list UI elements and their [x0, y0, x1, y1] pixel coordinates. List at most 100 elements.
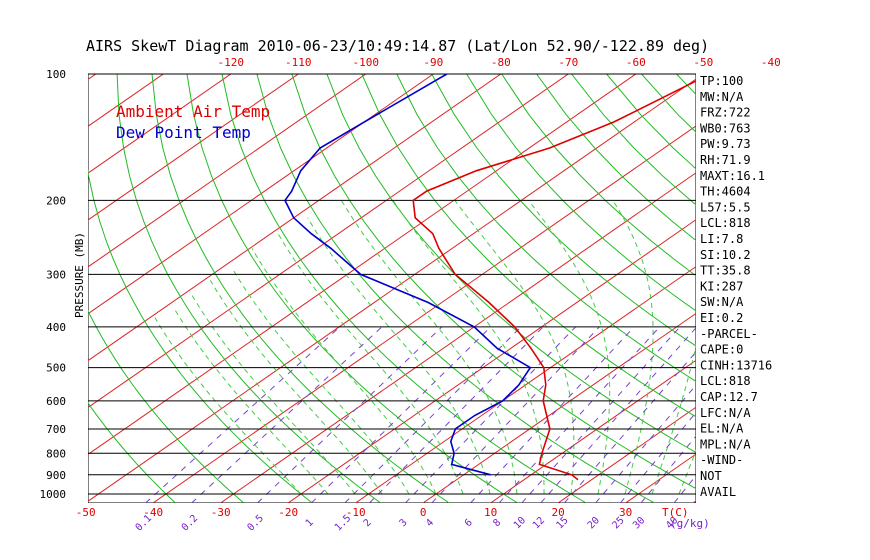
- sounding-index-text: SW:N/A: [700, 295, 744, 309]
- sounding-index-text: L57:5.5: [700, 200, 751, 214]
- dry-adiabat-line: [466, 74, 696, 312]
- top-temperature-tick-label: -50: [693, 56, 713, 69]
- dry-adiabat-line: [88, 402, 176, 503]
- legend-entry: Dew Point Temp: [116, 123, 251, 142]
- mixing-ratio-label: 2: [362, 517, 374, 529]
- dry-adiabat-line: [746, 74, 870, 503]
- dry-adiabat-line: [116, 74, 381, 503]
- top-temperature-tick-label: -40: [761, 56, 781, 69]
- top-temperature-tick-label: -90: [423, 56, 443, 69]
- pressure-tick-label: 100: [46, 68, 66, 81]
- moist-adiabat-line: [251, 248, 437, 495]
- dry-adiabat-line: [221, 74, 587, 503]
- mixing-ratio-line: [369, 326, 544, 503]
- top-temperature-tick-label: -80: [491, 56, 511, 69]
- sounding-index-text: LFC:N/A: [700, 406, 751, 420]
- legend-entry: Ambient Air Temp: [116, 102, 270, 121]
- mixing-ratio-line: [145, 326, 341, 503]
- sounding-index-text: CINH:13716: [700, 358, 772, 372]
- isotherm-line: [88, 74, 299, 221]
- sounding-index-text: LI:7.8: [700, 232, 743, 246]
- dry-adiabat-line: [501, 74, 696, 277]
- dry-adiabat-line: [396, 74, 696, 382]
- pressure-tick-label: 500: [46, 362, 66, 375]
- moist-adiabat-line: [307, 217, 491, 495]
- bottom-temperature-tick-label: -40: [143, 506, 163, 519]
- pressure-tick-label: 800: [46, 447, 66, 460]
- isotherm-line: [88, 74, 637, 456]
- dry-adiabat-line: [151, 74, 450, 503]
- moist-adiabat-line: [651, 343, 696, 495]
- moist-adiabat-line: [612, 200, 654, 495]
- dry-adiabat-line: [291, 74, 696, 490]
- isotherm-line: [0, 74, 28, 503]
- sounding-index-text: TH:4604: [700, 185, 751, 199]
- top-temperature-tick-label: -60: [626, 56, 646, 69]
- pressure-tick-label: 300: [46, 268, 66, 281]
- sounding-index-text: RH:71.9: [700, 153, 751, 167]
- mixing-ratio-label: 6: [463, 517, 475, 529]
- isotherm-line: [152, 125, 696, 503]
- moist-adiabat-line: [277, 233, 464, 495]
- top-temperature-tick-label: -70: [558, 56, 578, 69]
- dry-adiabat-line: [186, 74, 518, 503]
- isotherm-line: [557, 406, 696, 503]
- mixing-ratio-label: 30: [631, 515, 647, 531]
- bottom-temperature-tick-label: -30: [211, 506, 231, 519]
- sounding-index-text: MW:N/A: [700, 90, 744, 104]
- isotherm-line: [490, 359, 696, 503]
- mixing-ratio-label: 0.2: [180, 513, 201, 534]
- dry-adiabat-line: [88, 309, 245, 503]
- pressure-tick-label: 600: [46, 395, 66, 408]
- pressure-tick-label: 200: [46, 194, 66, 207]
- mixing-ratio-line: [431, 326, 600, 503]
- pressure-tick-label: 900: [46, 469, 66, 482]
- isotherm-line: [88, 74, 569, 409]
- ambient-air-temperature-line: [412, 80, 696, 481]
- moist-adiabat-line: [231, 267, 410, 495]
- sounding-index-text: -WIND-: [700, 453, 743, 467]
- mixing-ratio-label: 12: [531, 515, 547, 531]
- moist-adiabat-line: [173, 307, 329, 495]
- isotherm-line: [88, 74, 434, 315]
- moist-adiabat-line: [528, 200, 611, 495]
- isotherm-line: [828, 74, 870, 503]
- sounding-index-text: AVAIL: [700, 485, 736, 499]
- sounding-index-text: TP:100: [700, 74, 743, 88]
- sounding-index-text: CAPE:0: [700, 343, 743, 357]
- dry-adiabat-line: [361, 74, 696, 418]
- isotherm-line: [88, 74, 367, 268]
- sounding-index-text: MPL:N/A: [700, 437, 751, 451]
- bottom-temperature-tick-label: -10: [346, 506, 366, 519]
- mixing-ratio-label: 4: [424, 517, 436, 529]
- dry-adiabat-line: [88, 168, 313, 503]
- moist-adiabat-line: [154, 317, 302, 495]
- sounding-index-text: -PARCEL-: [700, 327, 758, 341]
- pressure-tick-label: 700: [46, 423, 66, 436]
- mixing-ratio-line: [311, 326, 492, 503]
- dry-adiabat-line: [431, 74, 696, 347]
- top-temperature-tick-label: -120: [218, 56, 245, 69]
- mixing-ratio-line: [595, 384, 696, 503]
- dry-adiabat-line: [641, 74, 696, 133]
- isotherm-line: [88, 74, 232, 174]
- isotherm-line: [88, 74, 502, 362]
- y-axis-label: PRESSURE (MB): [73, 232, 86, 318]
- sounding-index-text: EL:N/A: [700, 422, 744, 436]
- chart-title: AIRS SkewT Diagram 2010-06-23/10:49:14.8…: [86, 37, 709, 55]
- mixing-ratio-line: [344, 326, 522, 503]
- mixing-ratio-label: 20: [586, 515, 602, 531]
- dry-adiabat-line: [816, 74, 870, 503]
- sounding-index-text: LCL:818: [700, 374, 751, 388]
- sounding-index-text: KI:287: [700, 279, 743, 293]
- sounding-index-text: FRZ:722: [700, 106, 751, 120]
- top-temperature-tick-label: -110: [285, 56, 312, 69]
- sounding-index-text: MAXT:16.1: [700, 169, 765, 183]
- mixing-ratio-label: 1: [304, 517, 316, 529]
- mixing-ratio-line: [498, 326, 661, 503]
- temperature-unit-label: T(C): [662, 506, 689, 519]
- bottom-temperature-tick-label: 0: [420, 506, 427, 519]
- mixing-ratio-line: [405, 326, 576, 503]
- mixing-ratio-line: [640, 435, 696, 503]
